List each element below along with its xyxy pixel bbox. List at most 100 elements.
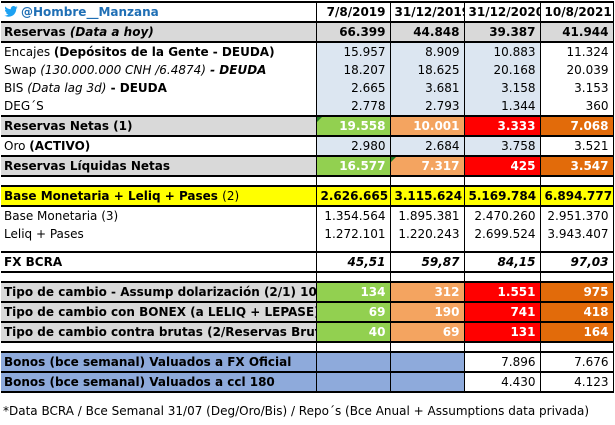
value-cell: 2.699.524 <box>464 225 541 243</box>
value-cell: 425 <box>464 156 541 177</box>
spacer-row <box>1 243 614 252</box>
value-cell: 741 <box>464 302 541 323</box>
value-cell: 3.758 <box>464 136 541 157</box>
header-date: 31/12/2020 <box>464 1 541 23</box>
value-cell: 19.558 <box>316 116 391 137</box>
value-cell: 2.778 <box>316 97 391 117</box>
row-reservas: Reservas (Data a hoy) 66.399 44.848 39.3… <box>1 22 614 43</box>
author-handle: @Hombre__Manzana <box>21 5 159 19</box>
row-tc-assump: Tipo de cambio - Assump dolarización (2/… <box>1 281 614 303</box>
row-label: Tipo de cambio - Assump dolarización (2/… <box>1 281 317 303</box>
row-label: Bonos (bce semanal) Valuados a ccl 180 <box>1 372 317 393</box>
value-cell: 7.896 <box>464 351 541 373</box>
value-cell: 66.399 <box>316 22 391 43</box>
value-cell: 4.123 <box>540 372 614 393</box>
value-cell: 4.430 <box>464 372 541 393</box>
value-cell: 69 <box>316 302 391 323</box>
value-cell: 6.894.777 <box>540 185 614 207</box>
header-date: 7/8/2019 <box>316 1 391 23</box>
row-leliq-pases: Leliq + Pases 1.272.101 1.220.243 2.699.… <box>1 225 614 243</box>
row-tc-bonex: Tipo de cambio con BONEX (a LELIQ + LEPA… <box>1 302 614 323</box>
header-row: @Hombre__Manzana 7/8/2019 31/12/2019 31/… <box>1 1 614 23</box>
row-bis: BIS (Data lag 3d) - DEUDA 2.665 3.681 3.… <box>1 79 614 97</box>
value-cell: 84,15 <box>464 251 541 273</box>
value-cell: 134 <box>316 281 391 303</box>
row-base-total: Base Monetaria + Leliq + Pases (2) 2.626… <box>1 185 614 207</box>
value-cell: 97,03 <box>540 251 614 273</box>
row-tc-brutas: Tipo de cambio contra brutas (2/Reservas… <box>1 322 614 343</box>
value-cell: 3.153 <box>540 79 614 97</box>
value-cell: 1.272.101 <box>316 225 391 243</box>
value-cell: 69 <box>390 322 465 343</box>
row-degs: DEG´S 2.778 2.793 1.344 360 <box>1 97 614 117</box>
value-cell: 1.895.381 <box>390 206 465 225</box>
header-date: 10/8/2021 <box>540 1 614 23</box>
row-reservas-netas: Reservas Netas (1) 19.558 10.001 3.333 7… <box>1 116 614 137</box>
value-cell: 40 <box>316 322 391 343</box>
header-date: 31/12/2019 <box>390 1 465 23</box>
value-cell: 131 <box>464 322 541 343</box>
value-cell: 2.626.665 <box>316 185 391 207</box>
value-cell: 45,51 <box>316 251 391 273</box>
value-cell: 418 <box>540 302 614 323</box>
row-fx-bcra: FX BCRA 45,51 59,87 84,15 97,03 <box>1 251 614 273</box>
value-cell: 10.001 <box>390 116 465 137</box>
value-cell: 15.957 <box>316 42 391 61</box>
twitter-bird-icon <box>4 6 18 17</box>
row-label: DEG´S <box>1 97 317 117</box>
row-reservas-liquidas: Reservas Líquidas Netas 16.577 7.317 425… <box>1 156 614 177</box>
row-label: Base Monetaria (3) <box>1 206 317 225</box>
row-oro: Oro (ACTIVO) 2.980 2.684 3.758 3.521 <box>1 136 614 157</box>
value-cell <box>316 351 391 373</box>
value-cell: 20.168 <box>464 61 541 79</box>
value-cell: 3.333 <box>464 116 541 137</box>
value-cell: 44.848 <box>390 22 465 43</box>
spacer-row <box>1 176 614 186</box>
value-cell: 3.115.624 <box>390 185 465 207</box>
row-encajes: Encajes (Depósitos de la Gente - DEUDA) … <box>1 42 614 61</box>
row-label: Reservas (Data a hoy) <box>1 22 317 43</box>
footnote: *Data BCRA / Bce Semanal 31/07 (Deg/Oro/… <box>3 404 590 418</box>
row-label: Leliq + Pases <box>1 225 317 243</box>
row-label: Bonos (bce semanal) Valuados a FX Oficia… <box>1 351 317 373</box>
value-cell: 2.684 <box>390 136 465 157</box>
value-cell: 2.951.370 <box>540 206 614 225</box>
value-cell: 18.207 <box>316 61 391 79</box>
value-cell: 2.665 <box>316 79 391 97</box>
value-cell: 3.681 <box>390 79 465 97</box>
value-cell: 1.354.564 <box>316 206 391 225</box>
row-bonos-ccl: Bonos (bce semanal) Valuados a ccl 180 4… <box>1 372 614 393</box>
data-table: @Hombre__Manzana 7/8/2019 31/12/2019 31/… <box>1 1 614 393</box>
row-bonos-oficial: Bonos (bce semanal) Valuados a FX Oficia… <box>1 351 614 373</box>
spacer-row <box>1 342 614 352</box>
row-label: Encajes (Depósitos de la Gente - DEUDA) <box>1 42 317 61</box>
value-cell: 18.625 <box>390 61 465 79</box>
value-cell: 10.883 <box>464 42 541 61</box>
value-cell: 8.909 <box>390 42 465 61</box>
value-cell: 41.944 <box>540 22 614 43</box>
value-cell: 975 <box>540 281 614 303</box>
row-label: Oro (ACTIVO) <box>1 136 317 157</box>
value-cell: 2.470.260 <box>464 206 541 225</box>
value-cell: 7.068 <box>540 116 614 137</box>
row-label: BIS (Data lag 3d) - DEUDA <box>1 79 317 97</box>
value-cell: 7.676 <box>540 351 614 373</box>
row-label: Tipo de cambio contra brutas (2/Reservas… <box>1 322 317 343</box>
value-cell: 1.344 <box>464 97 541 117</box>
value-cell: 1.220.243 <box>390 225 465 243</box>
row-label: FX BCRA <box>1 251 317 273</box>
value-cell: 59,87 <box>390 251 465 273</box>
value-cell: 11.324 <box>540 42 614 61</box>
value-cell: 360 <box>540 97 614 117</box>
row-label: Reservas Líquidas Netas <box>1 156 317 177</box>
value-cell <box>390 372 465 393</box>
value-cell: 7.317 <box>390 156 465 177</box>
row-label: Reservas Netas (1) <box>1 116 317 137</box>
value-cell: 16.577 <box>316 156 391 177</box>
value-cell: 312 <box>390 281 465 303</box>
value-cell: 2.793 <box>390 97 465 117</box>
value-cell: 3.521 <box>540 136 614 157</box>
row-swap: Swap (130.000.000 CNH /6.4874) - DEUDA 1… <box>1 61 614 79</box>
value-cell: 3.158 <box>464 79 541 97</box>
value-cell: 20.039 <box>540 61 614 79</box>
